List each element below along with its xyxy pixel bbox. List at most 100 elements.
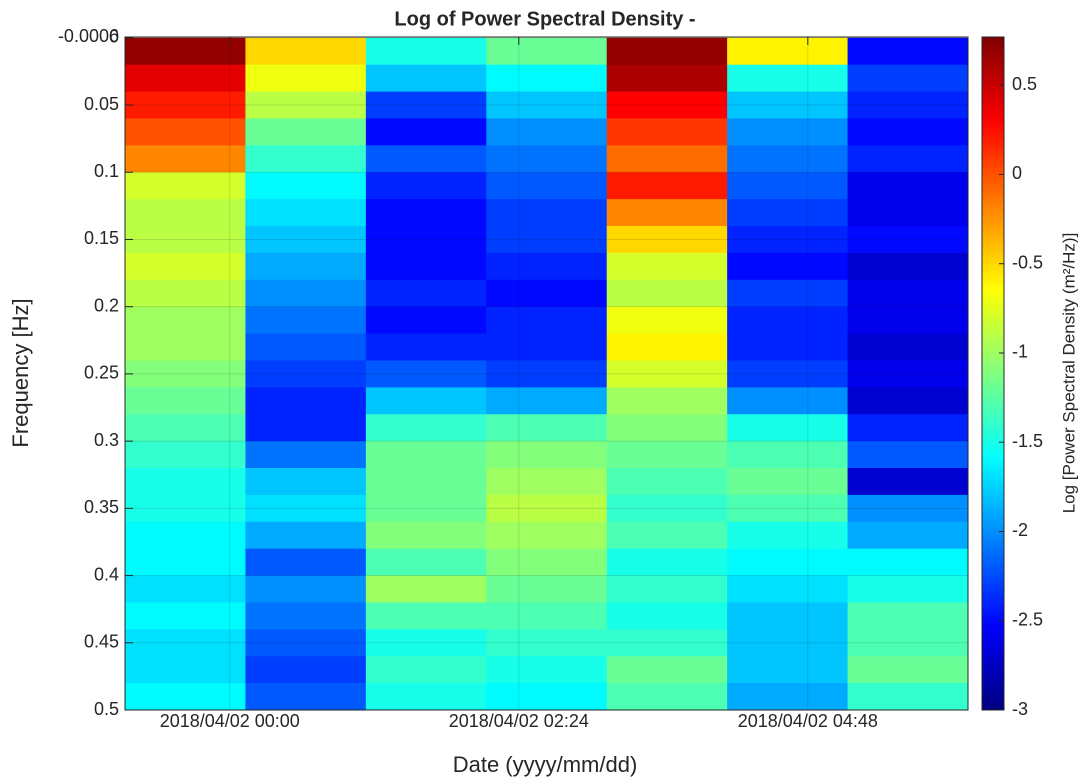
heatmap-cell (365, 629, 487, 657)
heatmap-cell (727, 252, 849, 281)
heatmap-cell (365, 64, 487, 93)
heatmap-cell (606, 656, 728, 684)
heatmap-cell (365, 468, 487, 496)
heatmap-cell (365, 279, 487, 308)
x-tick-label: 2018/04/02 04:48 (738, 711, 878, 731)
heatmap-cell (606, 118, 728, 146)
heatmap-cell (365, 333, 487, 361)
heatmap-cell (847, 199, 969, 227)
heatmap-cell (727, 521, 849, 550)
heatmap-cell (486, 172, 608, 200)
heatmap-cell (486, 548, 608, 577)
heatmap-cell (486, 37, 608, 66)
y-axis-label: Frequency [Hz] (8, 298, 33, 447)
heatmap-cell (606, 226, 728, 254)
heatmap-cell (847, 252, 969, 281)
heatmap-cell (727, 118, 849, 146)
heatmap-cell (365, 548, 487, 577)
heatmap-cell (245, 145, 367, 173)
heatmap-cell (365, 521, 487, 550)
heatmap-cell (125, 575, 246, 603)
heatmap-cell (245, 279, 367, 308)
heatmap-cell (365, 575, 487, 603)
heatmap-cell (486, 494, 608, 523)
heatmap-cell (606, 333, 728, 361)
heatmap-cell (727, 91, 849, 119)
heatmap-cell (365, 172, 487, 200)
heatmap-cell (245, 683, 367, 711)
y-tick-label: 0.2 (94, 295, 119, 315)
colorbar-tick-label: 0 (1012, 163, 1022, 183)
heatmap-cell (245, 414, 367, 442)
heatmap-cell (245, 252, 367, 281)
heatmap-cell (125, 252, 246, 281)
heatmap-cell (847, 91, 969, 119)
heatmap-cell (365, 683, 487, 711)
heatmap-cell (847, 145, 969, 173)
heatmap-cell (125, 414, 246, 442)
heatmap-cell (606, 37, 728, 66)
heatmap-cell (606, 279, 728, 308)
heatmap-cell (727, 306, 849, 335)
heatmap-cell (365, 494, 487, 523)
colorbar-tick-label: -3 (1012, 699, 1028, 719)
heatmap-cell (727, 279, 849, 308)
heatmap-cell (245, 333, 367, 361)
heatmap-cell (727, 441, 849, 469)
heatmap-cell (365, 306, 487, 335)
heatmap-cell (125, 37, 246, 66)
heatmap-cell (125, 118, 246, 146)
heatmap-cell (365, 118, 487, 146)
heatmap-cell (727, 226, 849, 254)
y-tick-label: 0.25 (84, 363, 119, 383)
heatmap-cell (365, 387, 487, 415)
heatmap-cell (245, 656, 367, 684)
heatmap-cell (365, 145, 487, 173)
heatmap-cell (245, 306, 367, 335)
heatmap-cell (125, 360, 246, 388)
heatmap-cell (847, 521, 969, 550)
heatmap-cell (606, 199, 728, 227)
heatmap-cell (125, 548, 246, 577)
heatmap-cell (365, 37, 487, 66)
heatmap-cell (847, 629, 969, 657)
heatmap-cell (727, 629, 849, 657)
heatmap-cell (606, 548, 728, 577)
y-tick-label: 0.3 (94, 430, 119, 450)
heatmap-cell (606, 252, 728, 281)
heatmap-cell (847, 656, 969, 684)
heatmap-cell (486, 252, 608, 281)
x-tick-label: 2018/04/02 02:24 (449, 711, 589, 731)
heatmap-cell (847, 64, 969, 93)
heatmap-cell (847, 548, 969, 577)
heatmap-cell (486, 118, 608, 146)
heatmap-cell (727, 656, 849, 684)
heatmap-cell (606, 172, 728, 200)
heatmap-cell (486, 279, 608, 308)
heatmap-cell (365, 441, 487, 469)
colorbar-tick-label: -2.5 (1012, 609, 1043, 629)
heatmap-cell (486, 360, 608, 388)
heatmap-cell (847, 414, 969, 442)
heatmap-cell (486, 145, 608, 173)
heatmap-cell (245, 629, 367, 657)
heatmap-cell (486, 575, 608, 603)
heatmap-cell (727, 548, 849, 577)
heatmap-cell (125, 64, 246, 93)
y-tick-label: 0 (109, 27, 119, 47)
heatmap-cell (486, 602, 608, 630)
heatmap-cell (727, 387, 849, 415)
heatmap-cell (847, 226, 969, 254)
heatmap-cell (606, 360, 728, 388)
heatmap-cell (125, 521, 246, 550)
heatmap-cell (125, 629, 246, 657)
heatmap-cell (245, 494, 367, 523)
heatmap-cell (606, 306, 728, 335)
heatmap-cell (245, 118, 367, 146)
heatmap-cell (365, 199, 487, 227)
heatmap-cell (606, 494, 728, 523)
heatmap-cell (486, 199, 608, 227)
heatmap-cell (847, 172, 969, 200)
heatmap-cell (486, 441, 608, 469)
heatmap-cell (486, 333, 608, 361)
